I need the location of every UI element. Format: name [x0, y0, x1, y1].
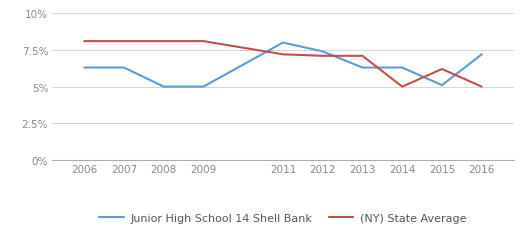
- (NY) State Average: [359, 55, 366, 58]
- (NY) State Average: [160, 41, 167, 43]
- (NY) State Average: [399, 86, 406, 89]
- Line: Junior High School 14 Shell Bank: Junior High School 14 Shell Bank: [84, 44, 482, 87]
- Junior High School 14 Shell Bank: [200, 86, 206, 89]
- Junior High School 14 Shell Bank: [320, 51, 326, 54]
- (NY) State Average: [320, 55, 326, 58]
- Junior High School 14 Shell Bank: [280, 42, 286, 45]
- (NY) State Average: [280, 54, 286, 57]
- (NY) State Average: [200, 41, 206, 43]
- (NY) State Average: [121, 41, 127, 43]
- Junior High School 14 Shell Bank: [359, 67, 366, 70]
- Junior High School 14 Shell Bank: [121, 67, 127, 70]
- (NY) State Average: [478, 86, 485, 89]
- Junior High School 14 Shell Bank: [81, 67, 88, 70]
- (NY) State Average: [81, 41, 88, 43]
- Junior High School 14 Shell Bank: [399, 67, 406, 70]
- Junior High School 14 Shell Bank: [478, 54, 485, 57]
- (NY) State Average: [439, 68, 445, 71]
- Junior High School 14 Shell Bank: [160, 86, 167, 89]
- Line: (NY) State Average: (NY) State Average: [84, 42, 482, 87]
- Legend: Junior High School 14 Shell Bank, (NY) State Average: Junior High School 14 Shell Bank, (NY) S…: [95, 209, 471, 228]
- Junior High School 14 Shell Bank: [439, 85, 445, 87]
